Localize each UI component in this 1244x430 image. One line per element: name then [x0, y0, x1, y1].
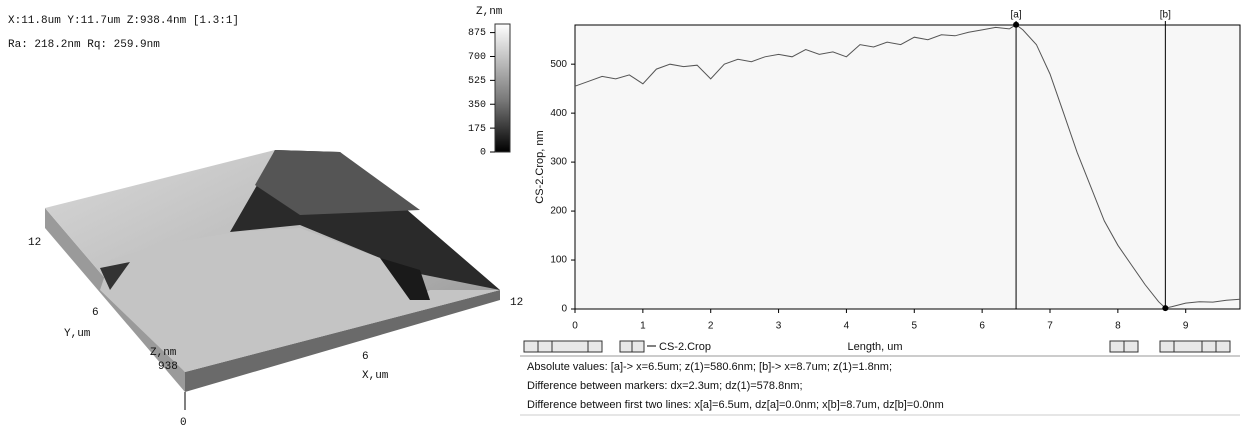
marker-point — [1013, 21, 1020, 28]
colorbar-tick-label: 0 — [480, 148, 486, 159]
axis-label: Y,um — [64, 328, 91, 340]
status-line: Difference between first two lines: x[a]… — [527, 399, 944, 411]
x-tick-label: 2 — [708, 321, 714, 332]
colorbar — [494, 23, 511, 153]
axis-label: X,um — [362, 370, 389, 382]
colorbar-tick-label: 175 — [468, 124, 486, 135]
colorbar-tick-label: 525 — [468, 76, 486, 87]
nav-button[interactable] — [1201, 340, 1217, 353]
status-line: Difference between markers: dx=2.3um; dz… — [527, 380, 803, 392]
info-line: Ra: 218.2nm Rq: 259.9nm — [8, 39, 160, 51]
x-tick-label: 8 — [1115, 321, 1121, 332]
colorbar-tick-label: 350 — [468, 100, 486, 111]
nav-button[interactable] — [587, 340, 603, 353]
nav-button[interactable] — [1109, 340, 1125, 353]
axis-label: 12 — [28, 237, 41, 249]
marker-point — [1162, 305, 1169, 312]
nav-button[interactable] — [523, 340, 539, 353]
x-tick-label: 7 — [1047, 321, 1053, 332]
x-tick-label: 0 — [572, 321, 578, 332]
colorbar-tick-label: 700 — [468, 52, 486, 63]
axis-label: 12 — [510, 297, 523, 309]
y-tick-label: 300 — [550, 157, 567, 168]
colorbar-title: Z,nm — [476, 6, 503, 18]
nav-button[interactable] — [1159, 340, 1175, 353]
axis-label: 0 — [180, 417, 187, 429]
status-line: Absolute values: [a]-> x=6.5um; z(1)=580… — [527, 361, 892, 373]
marker-label: [a] — [1011, 10, 1022, 21]
y-tick-label: 0 — [561, 304, 567, 315]
nav-button[interactable] — [1173, 340, 1203, 353]
plot-area — [574, 24, 1241, 310]
x-axis-label: Length, um — [847, 341, 902, 353]
x-tick-label: 3 — [776, 321, 782, 332]
y-tick-label: 500 — [550, 59, 567, 70]
nav-button[interactable] — [551, 340, 589, 353]
profile-line — [574, 24, 1241, 309]
axis-label: 6 — [92, 307, 99, 319]
y-tick-label: 200 — [550, 206, 567, 217]
info-line: X:11.8um Y:11.7um Z:938.4nm [1.3:1] — [8, 15, 239, 27]
axis-label: 6 — [362, 351, 369, 363]
y-tick-label: 400 — [550, 108, 567, 119]
y-tick-label: 100 — [550, 255, 567, 266]
nav-button[interactable] — [619, 340, 633, 353]
legend-entry: CS-2.Crop — [659, 341, 711, 353]
x-tick-label: 4 — [844, 321, 850, 332]
x-tick-label: 1 — [640, 321, 646, 332]
nav-button[interactable] — [1123, 340, 1139, 353]
axis-label: Z,nm — [150, 347, 177, 359]
nav-button[interactable] — [631, 340, 645, 353]
marker-label: [b] — [1160, 10, 1171, 21]
x-tick-label: 6 — [979, 321, 985, 332]
x-tick-label: 9 — [1183, 321, 1189, 332]
colorbar-tick-label: 875 — [468, 28, 486, 39]
y-axis-label: CS-2.Crop, nm — [534, 130, 546, 203]
nav-button[interactable] — [1215, 340, 1231, 353]
surface-3d — [45, 150, 500, 392]
toolbar — [523, 340, 1231, 353]
x-tick-label: 5 — [912, 321, 918, 332]
nav-button[interactable] — [537, 340, 553, 353]
axis-label: 938 — [158, 361, 178, 373]
